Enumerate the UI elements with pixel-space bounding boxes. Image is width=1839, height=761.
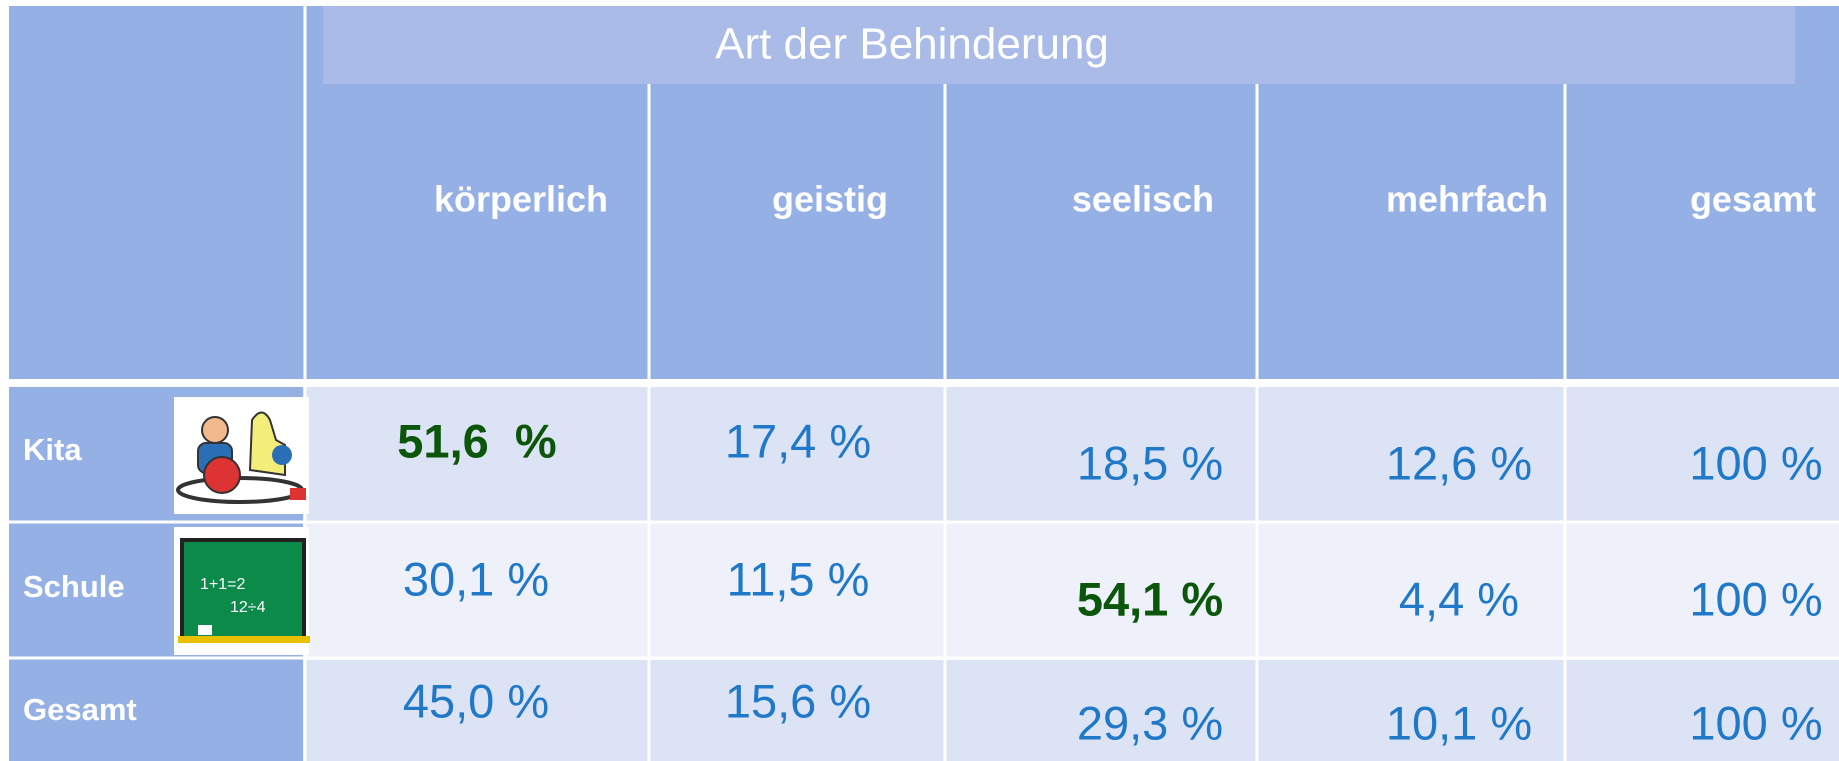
row-label: Gesamt [23, 692, 137, 727]
column-header: mehrfach [1386, 179, 1548, 220]
cell: 10,1 % [1386, 696, 1532, 749]
cell: 12,6 % [1386, 436, 1532, 489]
cell: 100 % [1689, 436, 1822, 489]
row-bg [9, 660, 1839, 761]
cell: 4,4 % [1399, 572, 1519, 625]
chalk: 1+1=2 [200, 576, 245, 593]
row-label: Schule [23, 569, 125, 604]
cell: 11,5 % [727, 552, 870, 605]
row-label: Kita [23, 432, 82, 467]
cell: 18,5 % [1077, 436, 1223, 489]
title: Art der Behinderung [715, 20, 1109, 69]
chalk: 12÷4 [230, 599, 266, 616]
schule-icon: 1+1=2 12÷4 [174, 527, 310, 655]
title-band [323, 6, 1795, 84]
column-header: geistig [772, 179, 888, 220]
cell: 29,3 % [1077, 696, 1223, 749]
cell: 45,0 % [403, 674, 549, 727]
cell: 51,6 % [397, 414, 556, 467]
cell: 54,1 % [1077, 572, 1223, 625]
column-header: körperlich [434, 179, 608, 220]
column-header: seelisch [1072, 179, 1214, 220]
cell: 100 % [1689, 696, 1822, 749]
row-bg [9, 387, 1839, 521]
cell: 17,4 % [725, 414, 871, 467]
column-header: gesamt [1690, 179, 1816, 220]
cell: 15,6 % [725, 674, 871, 727]
kita-icon [174, 397, 309, 514]
row-bg [9, 523, 1839, 657]
cell: 100 % [1689, 572, 1822, 625]
cell: 30,1 % [403, 552, 549, 605]
